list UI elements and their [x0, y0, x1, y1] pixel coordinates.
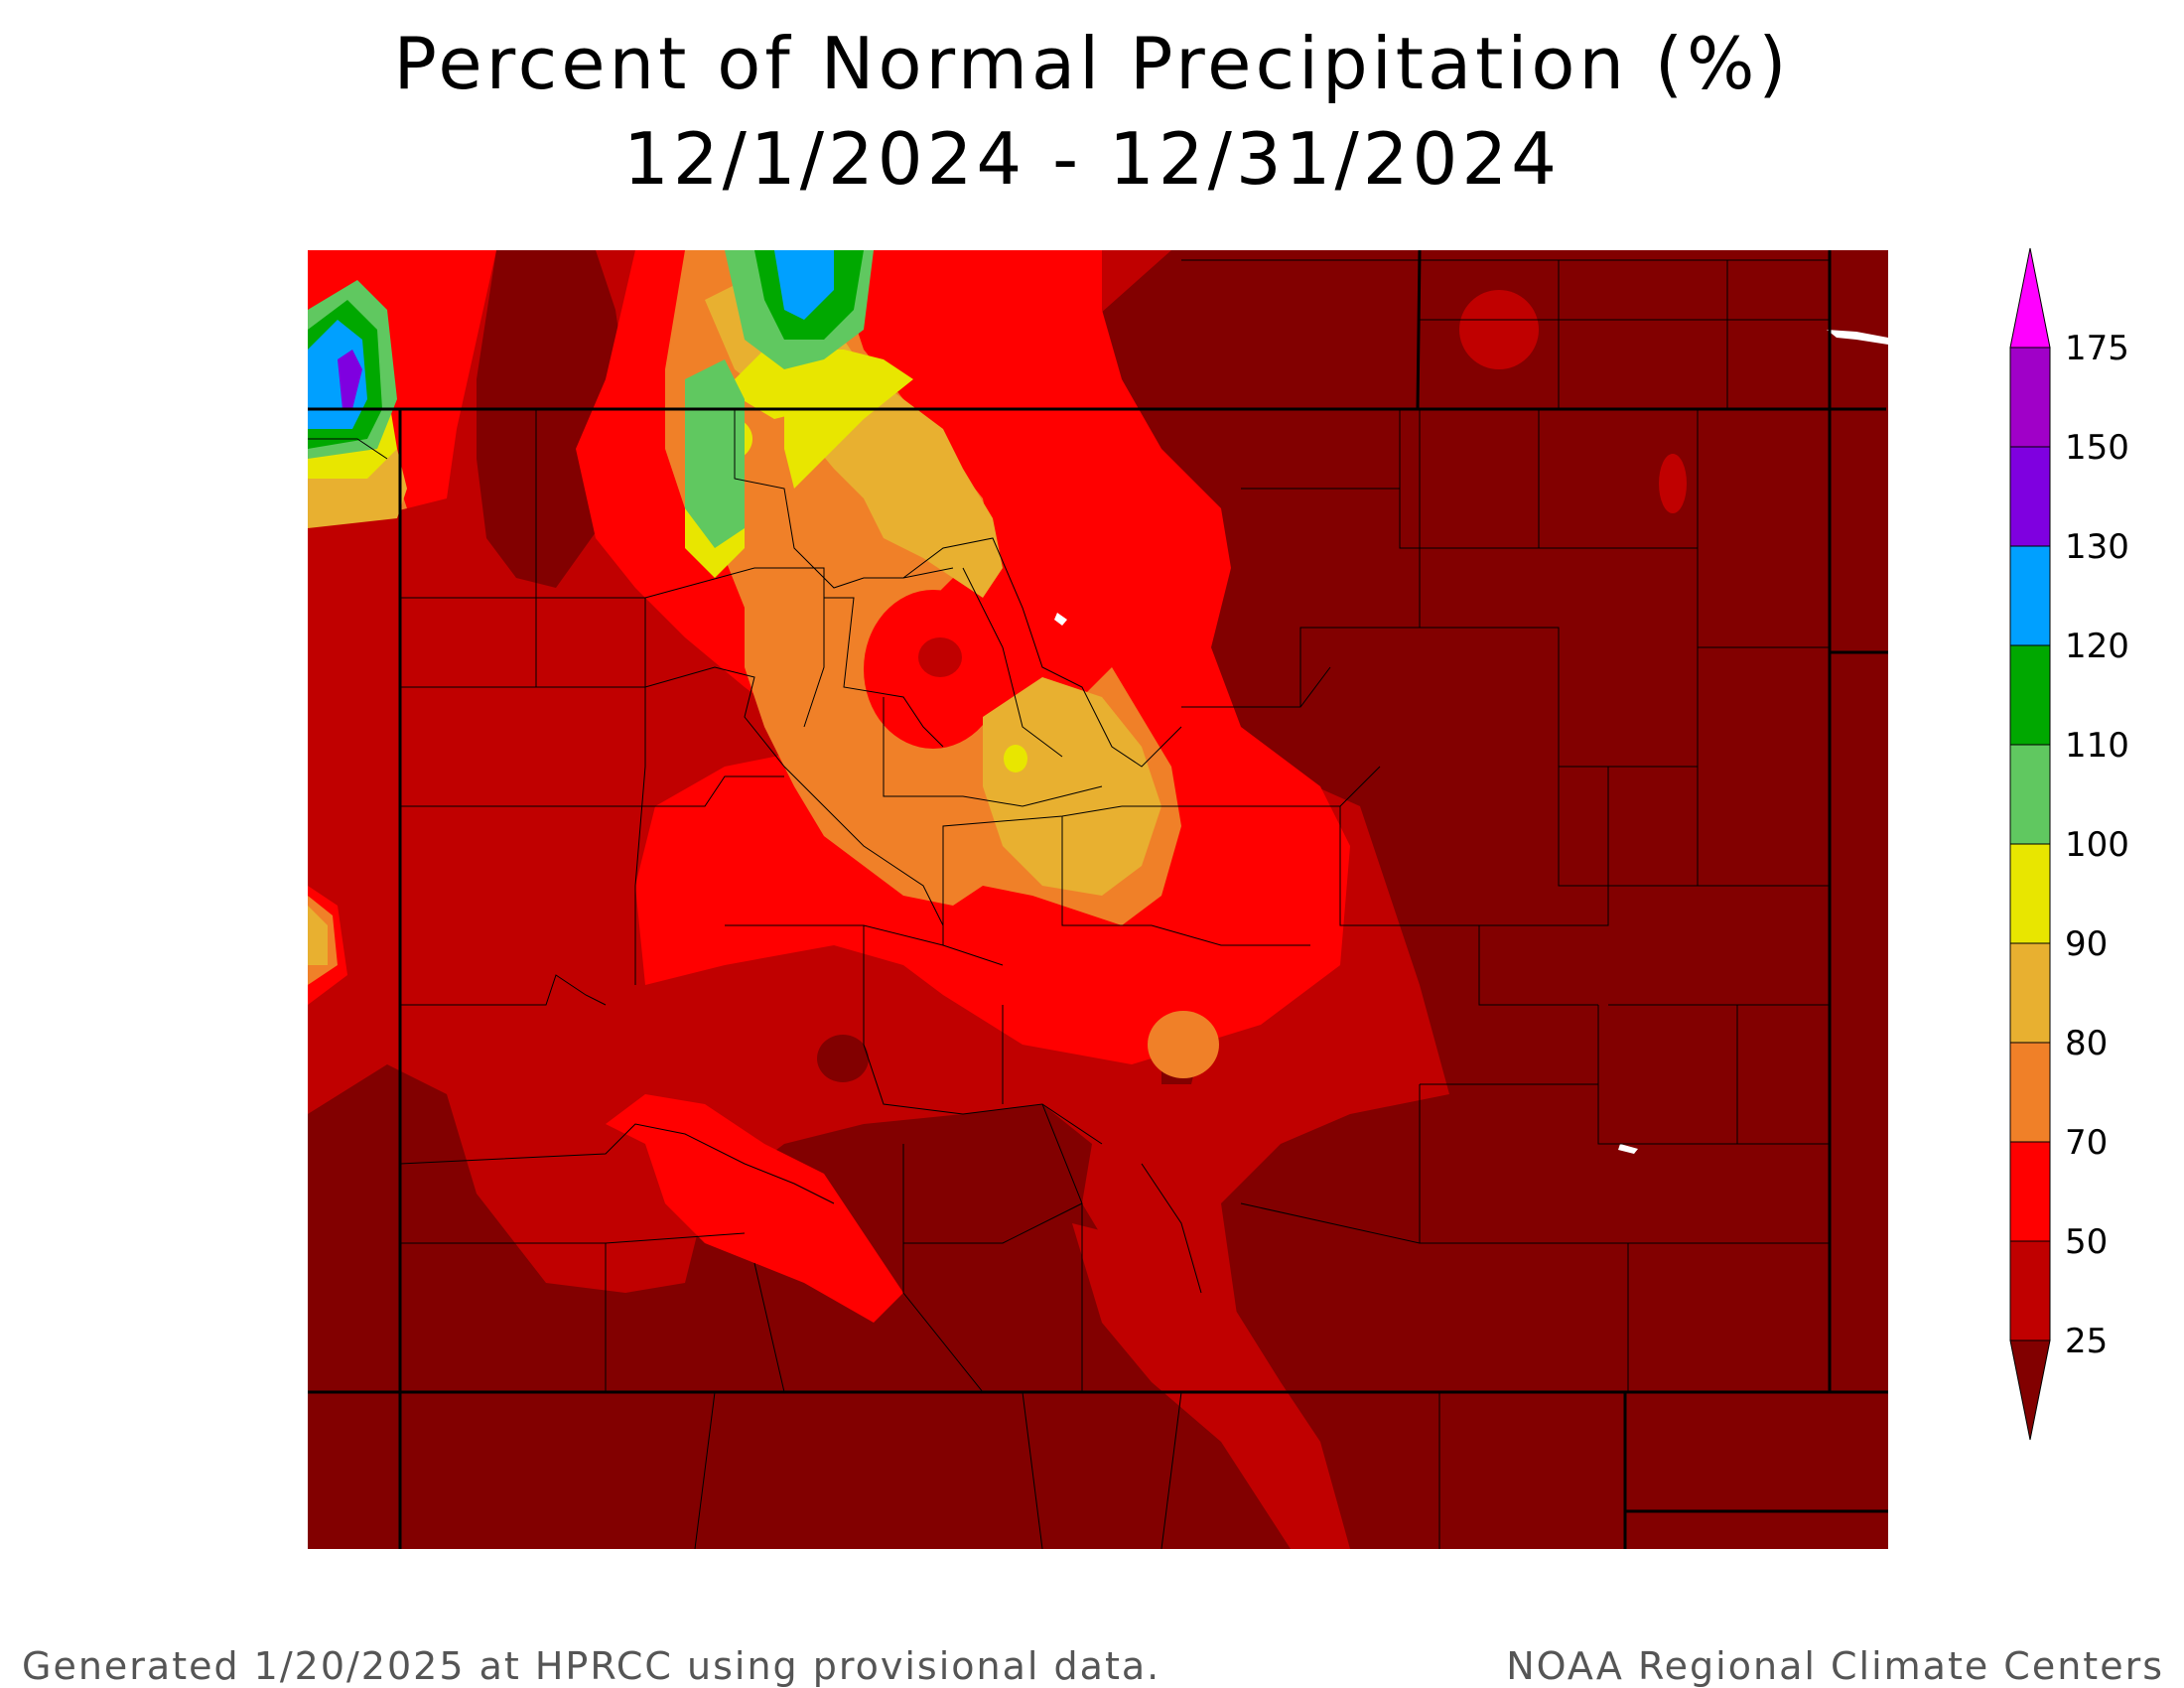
legend-label: 25 [2065, 1322, 2108, 1361]
legend-label: 100 [2065, 825, 2129, 865]
legend-label: 110 [2065, 726, 2129, 766]
lake-patches [1054, 330, 1888, 1154]
legend-label: 80 [2065, 1024, 2108, 1063]
legend-box-120-130 [2009, 545, 2051, 646]
legend-under-arrow [2009, 1339, 2051, 1441]
legend-box-90-100 [2009, 843, 2051, 944]
130-150-region [338, 350, 362, 409]
legend-label: 70 [2065, 1123, 2108, 1163]
legend-over-arrow [2009, 247, 2051, 349]
legend-box-25-50 [2009, 1240, 2051, 1341]
north-dark-spot [1659, 454, 1687, 513]
generated-note: Generated 1/20/2025 at HPRCC using provi… [22, 1644, 1161, 1688]
legend-label: 175 [2065, 329, 2129, 368]
legend-box-130-150 [2009, 446, 2051, 547]
map-title: Percent of Normal Precipitation (%) [393, 22, 1791, 105]
legend-box-50-70 [2009, 1141, 2051, 1242]
northeast-50-spot [1459, 290, 1539, 369]
map-date-range: 12/1/2024 - 12/31/2024 [623, 117, 1561, 201]
legend-box-110-120 [2009, 644, 2051, 746]
central-dark-core [918, 637, 962, 677]
source-credit: NOAA Regional Climate Centers [1506, 1644, 2164, 1688]
precipitation-map [308, 250, 1888, 1549]
legend-label: 90 [2065, 924, 2108, 964]
legend-label: 150 [2065, 428, 2129, 468]
legend-box-80-90 [2009, 942, 2051, 1044]
county-boundaries [308, 250, 1831, 1549]
legend-box-100-110 [2009, 744, 2051, 845]
legend-box-70-80 [2009, 1042, 2051, 1143]
legend-label: 120 [2065, 627, 2129, 666]
legend-label: 130 [2065, 527, 2129, 567]
legend-box-150-175 [2009, 347, 2051, 448]
color-legend: 175 150 130 120 110 100 90 80 70 50 25 [2009, 247, 2129, 1441]
southern-dark-band [308, 1382, 1888, 1549]
west-dark-spot [817, 1035, 869, 1082]
legend-label: 50 [2065, 1222, 2108, 1262]
legend-boxes [2009, 347, 2051, 1341]
southeast-50-lobe [1072, 1223, 1350, 1549]
